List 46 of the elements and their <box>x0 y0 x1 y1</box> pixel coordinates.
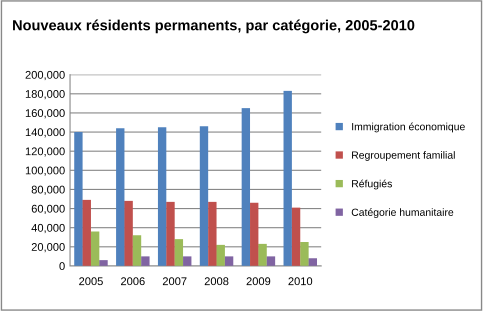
chart-title: Nouveaux résidents permanents, par catégorie, 2005-2010 <box>13 20 414 34</box>
bar <box>200 126 208 266</box>
y-tick-label: 80,000 <box>32 186 65 195</box>
bar <box>250 202 258 266</box>
bar <box>308 258 318 266</box>
y-tick-label: 140,000 <box>26 128 65 138</box>
bar <box>116 128 124 266</box>
bar <box>300 242 309 266</box>
bar <box>141 256 150 266</box>
bar <box>166 202 175 266</box>
y-tick-label: 60,000 <box>32 204 65 214</box>
bar <box>208 202 217 266</box>
legend-label: Immigration économique <box>352 122 465 132</box>
bar <box>74 132 83 266</box>
x-tick-label: 2005 <box>79 277 103 286</box>
y-tick-label: 40,000 <box>31 224 65 234</box>
bar <box>158 127 166 266</box>
bar <box>82 200 91 266</box>
bar <box>242 108 250 266</box>
y-tick-label: 100,000 <box>26 166 65 176</box>
legend-label: Catégorie humanitaire <box>352 208 454 218</box>
bar <box>174 239 184 266</box>
x-tick-label: 2008 <box>204 277 228 286</box>
y-tick-label: 180,000 <box>26 90 65 100</box>
bar <box>124 200 133 266</box>
bar <box>183 256 192 266</box>
bar <box>292 208 300 266</box>
bar <box>132 235 142 266</box>
x-tick-label: 2006 <box>121 277 145 286</box>
x-tick-label: 2010 <box>288 277 312 286</box>
x-tick-label: 2009 <box>246 277 270 286</box>
legend-label: Réfugiés <box>352 180 392 190</box>
y-tick-label: 160,000 <box>26 109 65 118</box>
bar <box>224 256 234 266</box>
bar <box>258 244 267 266</box>
x-tick-label: 2007 <box>162 277 186 286</box>
legend-label: Regroupement familial <box>352 151 455 161</box>
y-tick-label: 20,000 <box>32 243 65 252</box>
bar <box>216 244 225 266</box>
bar <box>99 260 108 266</box>
y-tick-label: 120,000 <box>26 147 65 157</box>
bar <box>284 90 292 266</box>
y-tick-label: 0 <box>59 262 65 270</box>
bar <box>90 231 100 266</box>
y-tick-label: 200,000 <box>26 70 65 80</box>
bar <box>266 256 276 266</box>
